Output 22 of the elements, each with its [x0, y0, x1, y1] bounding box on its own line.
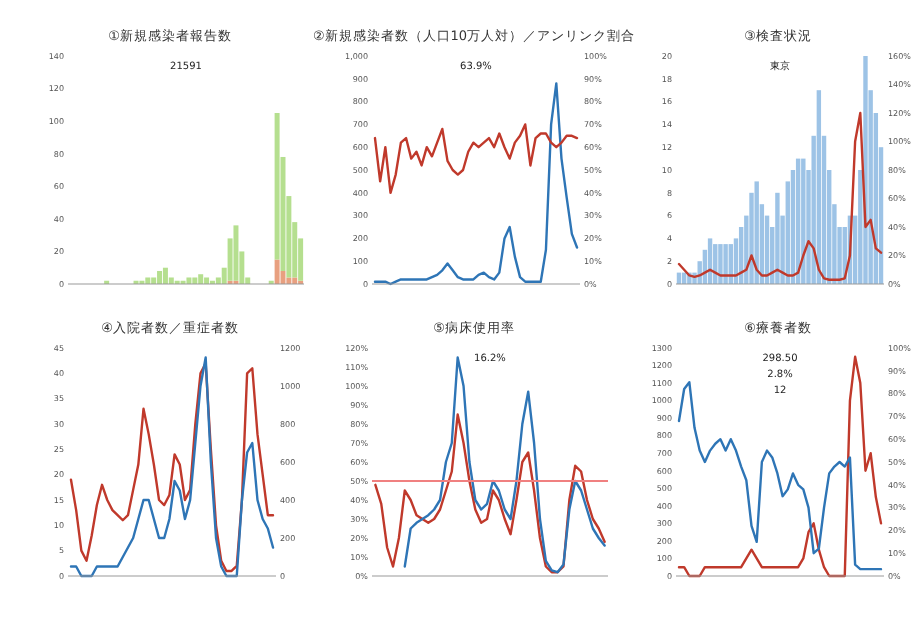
bar — [274, 259, 280, 284]
bar — [775, 192, 780, 284]
bar — [198, 274, 204, 284]
line-series — [374, 413, 606, 574]
line-series — [373, 123, 579, 194]
bar — [718, 244, 723, 284]
bar — [186, 277, 192, 284]
bar — [292, 277, 298, 284]
bar — [162, 267, 168, 284]
bar — [233, 225, 239, 281]
bar — [157, 270, 163, 284]
bar — [192, 277, 198, 284]
bar — [801, 158, 806, 284]
bar — [754, 181, 759, 284]
line-series — [403, 356, 606, 574]
line-series — [677, 111, 883, 281]
bar — [204, 277, 210, 284]
bar — [151, 277, 157, 284]
bar — [286, 277, 292, 284]
line-series — [373, 82, 579, 286]
bar — [145, 277, 151, 284]
bar — [723, 244, 728, 284]
